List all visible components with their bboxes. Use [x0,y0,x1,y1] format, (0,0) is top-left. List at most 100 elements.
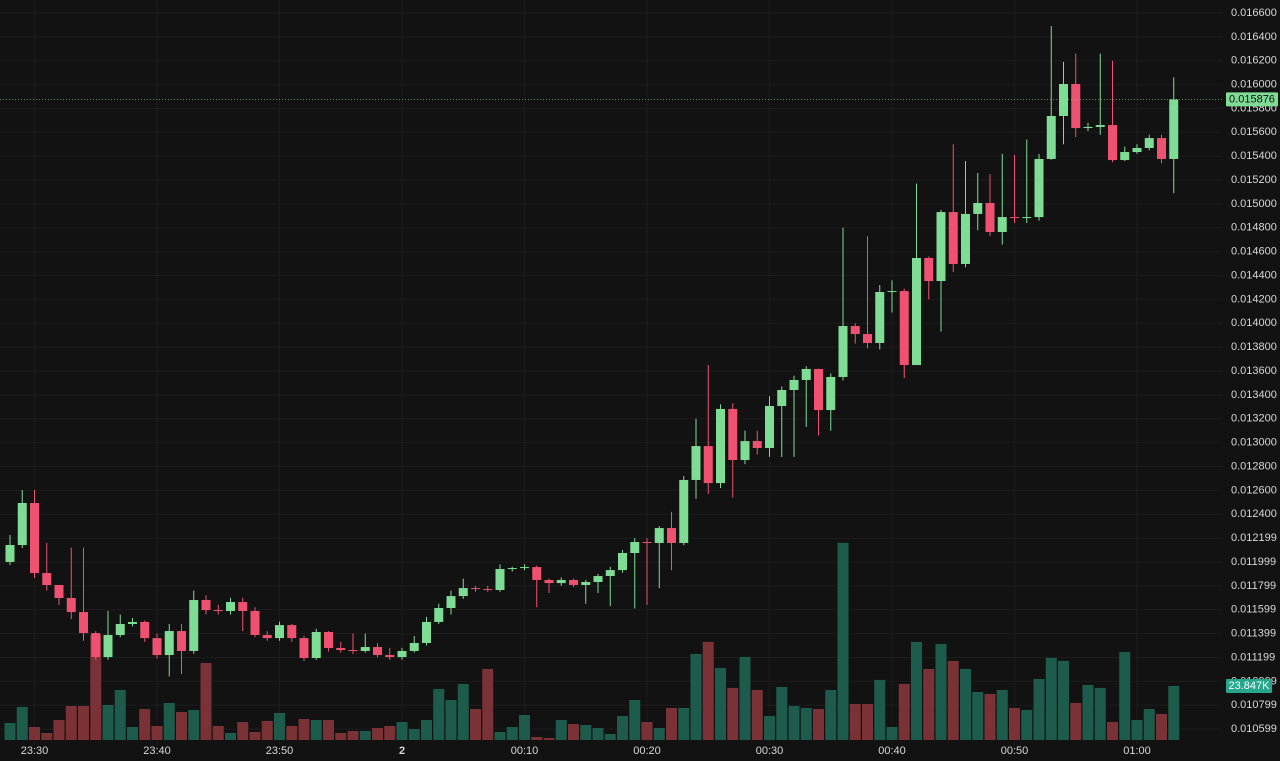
volume-bar [1058,660,1069,740]
volume-bar [555,719,567,740]
volume-bar [776,686,788,740]
candle-body [850,326,860,335]
volume-bar [935,643,947,740]
candle-body [765,405,774,448]
candle-body [863,334,872,343]
candle-body [569,579,578,585]
candle-body [997,217,1007,232]
volume-bar [102,704,114,740]
volume-bar [1021,709,1033,740]
y-tick-label: 0.015400 [1231,150,1277,162]
volume-bar [653,727,665,740]
candle-body [373,647,382,656]
candle-body [581,581,591,585]
volume-bar [666,707,677,740]
volume-bar [53,719,65,740]
y-tick-label: 0.010599 [1231,723,1277,735]
volume-bar [323,719,334,740]
y-tick-label: 0.014200 [1231,293,1277,305]
volume-bar [886,726,898,740]
candle-body [654,528,664,543]
volume-bar [690,653,702,740]
volume-bar [1131,719,1143,740]
candle-body [1010,217,1019,219]
candle-body [409,642,419,651]
candle-body [1034,158,1044,218]
volume-bar [898,683,910,740]
candle-body [838,326,848,377]
x-tick-label: 00:10 [511,745,539,757]
candle-body [1046,115,1056,159]
y-tick-label: 0.015600 [1231,126,1277,138]
y-tick-label: 0.011599 [1231,604,1276,616]
volume-bar [506,726,518,740]
candle-body [1132,147,1142,153]
y-tick-label: 0.014400 [1231,269,1277,281]
volume-bar [874,679,886,740]
x-tick-label: 00:30 [756,745,784,757]
candle-body [177,631,186,651]
candle-body [691,446,701,480]
candle-body [642,542,652,544]
candle-body [961,213,970,264]
candle-body [287,625,297,639]
candle-body [924,258,934,282]
candle-body [985,202,995,232]
candle-body [348,650,358,652]
volume-bar [764,715,775,740]
last-volume-tag [1226,679,1272,693]
candle-body [936,212,946,282]
volume-bar [16,706,28,740]
candle-body [544,579,554,584]
candle-body [1157,138,1166,159]
volume-bar [421,719,432,740]
volume-bar [1168,685,1180,740]
volume-bar [519,714,530,740]
volume-bar [862,703,873,740]
volume-bar [298,718,310,740]
volume-bar [286,725,298,740]
candle-body [912,258,921,366]
volume-bar [996,689,1008,740]
candle-body [140,621,150,639]
candle-body [324,631,333,648]
last-volume-label: 23.847K [1229,680,1271,692]
candle-body [471,588,480,590]
volume-bar [188,709,200,740]
candle-body [385,655,395,658]
volume-bar [200,662,212,740]
candle-body [899,291,909,366]
x-tick-label: 00:50 [1001,745,1029,757]
volume-bar [1143,708,1155,740]
volume-bar [1082,684,1094,740]
volume-bar [225,732,236,740]
volume-bar [176,711,187,740]
volume-bar [727,687,739,740]
volume-bar [359,730,371,740]
volume-bar [127,726,138,740]
volume-bar [1156,713,1167,740]
volume-bar [41,732,53,740]
volume-bar [543,737,555,740]
y-tick-label: 0.012199 [1231,532,1277,544]
volume-bar [972,691,984,740]
candle-body [1095,125,1105,127]
candle-body [201,600,211,611]
volume-bar [1094,687,1106,740]
x-tick-label: 00:20 [633,745,661,757]
candle-body [275,625,284,639]
y-tick-label: 0.011199 [1231,651,1275,663]
x-tick-label: 23:50 [266,745,294,757]
candle-body [360,647,370,651]
volume-bar [4,722,16,740]
volume-bar [849,703,861,740]
volume-bar [788,705,800,740]
volume-bar [911,641,922,740]
candle-body [103,634,113,658]
volume-bar [274,712,285,740]
y-tick-label: 0.011799 [1231,580,1276,592]
candle-body [814,368,823,411]
candle-body [520,567,529,569]
candle-body [789,379,799,390]
volume-bar [531,736,543,740]
